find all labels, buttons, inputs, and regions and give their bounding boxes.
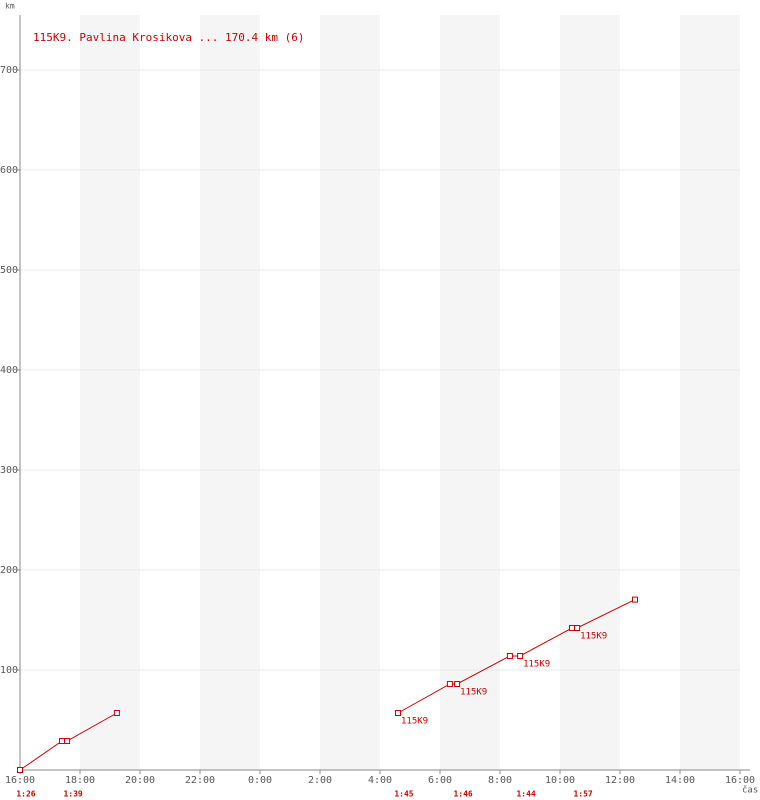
time-label: 1:44	[516, 790, 535, 799]
time-label: 1:26	[16, 790, 35, 799]
point-marker	[454, 681, 461, 687]
point-marker	[64, 738, 71, 744]
point-marker	[59, 738, 65, 744]
y-tick-label: 700	[0, 65, 18, 76]
x-tick-label: 6:00	[428, 775, 452, 786]
x-tick-label: 18:00	[65, 775, 95, 786]
time-label: 1:57	[573, 790, 592, 799]
point-marker	[632, 596, 638, 603]
time-label: 1:46	[453, 790, 472, 799]
band	[80, 15, 140, 770]
point-marker	[517, 653, 524, 659]
x-tick-label: 0:00	[248, 775, 272, 786]
x-tick-label: 2:00	[308, 775, 332, 786]
band	[680, 15, 740, 770]
x-tick-label: 22:00	[185, 775, 215, 786]
y-axis-label: km	[5, 2, 15, 11]
x-tick-label: 16:00	[5, 775, 35, 786]
point-marker	[569, 625, 575, 631]
point-marker	[574, 625, 581, 631]
point-marker	[17, 767, 23, 773]
y-tick-label: 100	[0, 665, 18, 676]
x-tick-label: 12:00	[605, 775, 635, 786]
band	[440, 15, 500, 770]
time-label: 1:39	[63, 790, 82, 799]
y-tick-label: 500	[0, 265, 18, 276]
point-annotation: 115K9	[460, 688, 487, 698]
band	[200, 15, 260, 770]
x-tick-label: 8:00	[488, 775, 512, 786]
band	[560, 15, 620, 770]
x-tick-label: 14:00	[665, 775, 695, 786]
point-annotation: 115K9	[401, 717, 428, 727]
point-marker	[395, 710, 401, 716]
y-tick-label: 300	[0, 465, 18, 476]
x-axis-label: čas	[742, 785, 758, 796]
x-tick-label: 4:00	[368, 775, 392, 786]
y-tick-label: 400	[0, 365, 18, 376]
point-annotation: 115K9	[580, 632, 607, 642]
point-annotation: 115K9	[523, 660, 550, 670]
y-tick-label: 200	[0, 565, 18, 576]
time-label: 1:45	[394, 790, 413, 799]
legend-entry: 115K9. Pavlina Krosikova ... 170.4 km (6…	[33, 31, 305, 44]
point-marker	[446, 681, 453, 687]
background	[80, 15, 740, 770]
x-tick-label: 16:00	[725, 775, 755, 786]
point-marker	[506, 653, 513, 659]
x-tick-label: 20:00	[125, 775, 155, 786]
x-tick-label: 10:00	[545, 775, 575, 786]
point-marker	[113, 710, 120, 716]
y-tick-label: 600	[0, 165, 18, 176]
band	[320, 15, 380, 770]
